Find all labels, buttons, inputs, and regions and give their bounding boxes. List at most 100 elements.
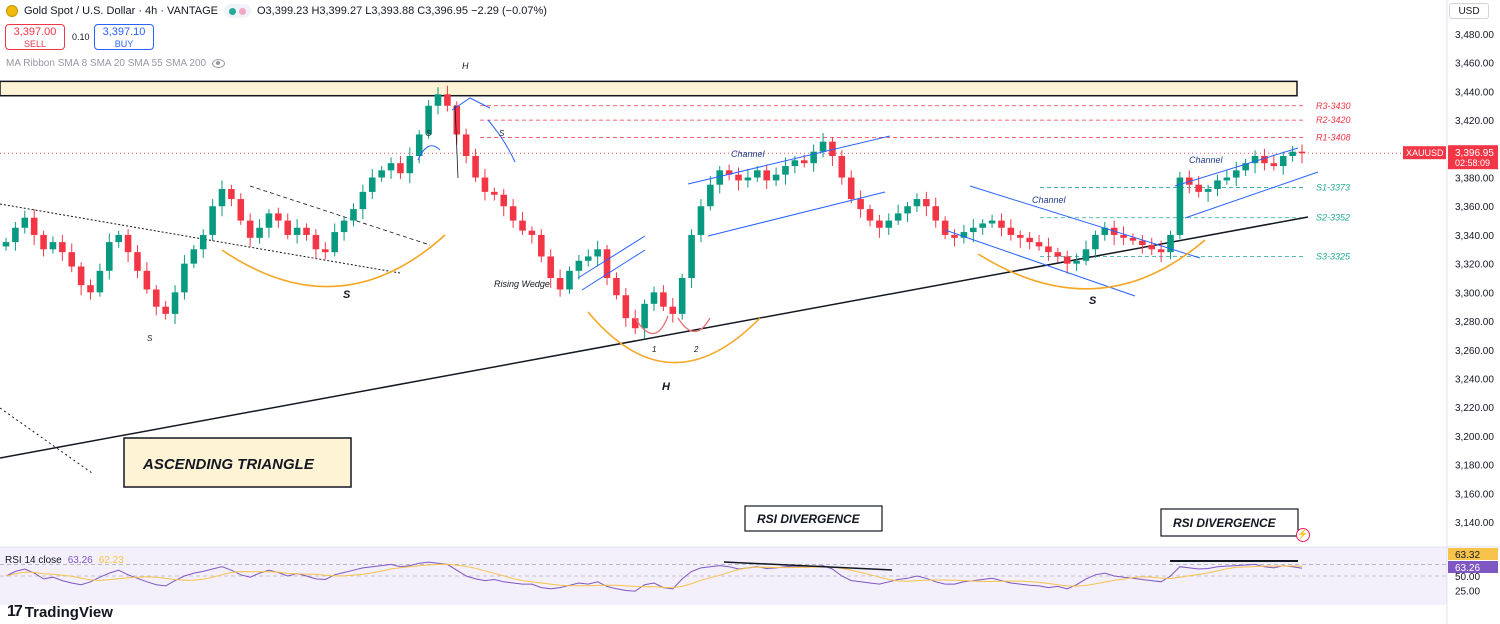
candle-body [162, 306, 169, 314]
rsi-label: RSI 14 close [5, 555, 62, 566]
candle-body [265, 213, 273, 228]
channel-line-0 [581, 249, 646, 291]
market-open-icon [229, 7, 236, 15]
candle-body [256, 227, 263, 238]
label-h-bottom: H [662, 381, 671, 393]
change-value: −2.29 (−0.07%) [471, 5, 547, 17]
currency-selector[interactable]: USD [1449, 3, 1489, 19]
candle-body [190, 249, 198, 264]
market-status-badge[interactable] [224, 4, 251, 18]
candle-body [923, 199, 930, 207]
candle-body [660, 292, 667, 307]
candle-body [237, 199, 245, 221]
shoulder-arc-right [977, 239, 1206, 290]
candle-body [688, 234, 695, 278]
tradingview-logo[interactable]: 17 TradingView [7, 603, 113, 621]
candle-body [303, 227, 310, 235]
candle-body [359, 191, 367, 210]
bottom-1-arc [634, 315, 669, 335]
price-axis-tick: 3,320.00 [1455, 260, 1494, 271]
indicator-legend[interactable]: MA Ribbon SMA 8 SMA 20 SMA 55 SMA 200 [6, 58, 226, 69]
price-axis-tick: 3,240.00 [1455, 374, 1494, 385]
candle-body [951, 234, 958, 238]
rsi-divergence-line-1 [723, 561, 893, 571]
rsi-ma-value: 62.23 [98, 555, 124, 566]
channel-line-3 [1174, 147, 1299, 187]
last-price-box [1448, 145, 1498, 170]
candle-body [829, 141, 836, 156]
channel-line-2 [944, 229, 1136, 297]
candle-body [1026, 237, 1033, 243]
candle-body [528, 230, 536, 235]
candle-body [1167, 234, 1174, 253]
candle-body [678, 278, 686, 314]
candle-body [312, 234, 320, 250]
rsi-legend[interactable]: RSI 14 close 63.26 62.23 [5, 555, 124, 566]
price-axis-tick: 3,140.00 [1455, 518, 1494, 529]
candle-body [669, 306, 677, 314]
flash-icon[interactable]: ⚡ [1296, 528, 1310, 542]
candle-body [791, 160, 799, 167]
candle-body [904, 206, 911, 214]
symbol-title[interactable]: Gold Spot / U.S. Dollar · 4h · VANTAGE [24, 5, 218, 17]
candle-body [152, 289, 160, 307]
candle-body [246, 220, 254, 238]
open-value: O3,399.23 [257, 5, 309, 17]
ascending-triangle-box [123, 437, 352, 488]
candle-body [509, 206, 517, 221]
price-axis-tick: 3,360.00 [1455, 202, 1494, 213]
candle-body [847, 177, 855, 200]
candle-body [1176, 177, 1184, 235]
label-rising-wedge: Rising Wedge [494, 279, 550, 289]
candle-body [106, 242, 113, 271]
channel-line-1 [707, 191, 886, 237]
head-arc [587, 311, 761, 364]
candle-body [387, 163, 395, 171]
buy-button[interactable]: 3,397.10 BUY [94, 24, 154, 50]
candle-body [444, 94, 451, 106]
candle-body [866, 209, 874, 221]
candle-body [885, 220, 893, 228]
candle-body [1148, 244, 1156, 250]
candle-body [1045, 246, 1052, 253]
eye-icon[interactable] [212, 59, 226, 68]
candle-body [1120, 234, 1127, 238]
pivot-label-r2-3420: R2-3420 [1316, 115, 1351, 125]
candle-body [322, 249, 329, 253]
channel-line-0 [577, 235, 646, 279]
candle-body [293, 227, 301, 235]
candle-body [1242, 163, 1249, 171]
candle-body [284, 220, 292, 235]
pivot-label-r1-3408: R1-3408 [1316, 132, 1351, 142]
symbol-tag-box [1403, 146, 1446, 160]
candle-body [641, 303, 648, 329]
rsi-ma-line [5, 563, 1303, 589]
candle-body [397, 163, 404, 174]
dotted-trendline [0, 407, 93, 474]
rsi-value-box [1448, 561, 1498, 573]
candle-body [77, 266, 85, 286]
candle-body [1007, 227, 1015, 235]
candle-body [378, 170, 385, 178]
candle-body [725, 170, 733, 175]
rsi-divergence-box-2 [1160, 508, 1299, 537]
candle-body [772, 174, 780, 181]
label-ascending-triangle: ASCENDING TRIANGLE [142, 456, 315, 473]
price-axis-tick: 3,180.00 [1455, 461, 1494, 472]
candle-body [603, 249, 611, 278]
sell-button[interactable]: 3,397.00 SELL [5, 24, 65, 50]
candle-body [575, 260, 583, 271]
price-axis-tick: 3,160.00 [1455, 489, 1494, 500]
candle-body [941, 220, 949, 235]
channel-line-1 [687, 135, 891, 185]
candle-body [481, 177, 489, 192]
candle-body [425, 105, 432, 135]
last-price-label: 3,396.95 [1455, 148, 1494, 159]
candle-body [960, 232, 968, 238]
high-value: H3,399.27 [311, 5, 363, 17]
candle-body [218, 189, 226, 207]
candle-body [979, 223, 986, 228]
candle-body [96, 270, 104, 293]
candle-body [350, 209, 357, 221]
